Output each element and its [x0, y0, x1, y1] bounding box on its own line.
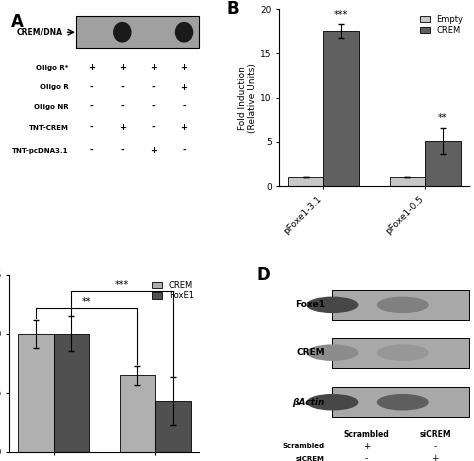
Text: -: -: [151, 83, 155, 92]
Bar: [332, 290, 469, 320]
Text: -: -: [120, 83, 124, 92]
Text: +: +: [88, 63, 95, 72]
Bar: [390, 177, 425, 186]
Text: +: +: [181, 124, 188, 132]
Text: **: **: [82, 296, 91, 307]
Text: Oligo R: Oligo R: [40, 84, 68, 90]
Text: -: -: [151, 124, 155, 132]
Bar: [332, 387, 469, 417]
Ellipse shape: [307, 296, 358, 313]
Text: ***: ***: [334, 10, 348, 20]
Text: siCREM: siCREM: [296, 456, 325, 461]
Text: -: -: [90, 146, 93, 155]
Y-axis label: Fold Induction
(Relative Units): Fold Induction (Relative Units): [238, 63, 257, 133]
Text: +: +: [150, 63, 157, 72]
Text: +: +: [119, 124, 126, 132]
Text: Oligo NR: Oligo NR: [34, 104, 68, 110]
Text: +: +: [150, 146, 157, 155]
Text: +: +: [363, 442, 370, 451]
Bar: [288, 177, 323, 186]
Text: -: -: [182, 146, 186, 155]
Text: +: +: [181, 63, 188, 72]
Text: A: A: [11, 13, 24, 31]
Ellipse shape: [377, 296, 429, 313]
Ellipse shape: [377, 344, 429, 361]
Ellipse shape: [377, 394, 429, 410]
Bar: [425, 141, 461, 186]
Ellipse shape: [175, 22, 193, 42]
Text: CREM: CREM: [296, 348, 325, 357]
Text: -: -: [182, 102, 186, 111]
Legend: Empty, CREM: Empty, CREM: [418, 13, 465, 36]
Ellipse shape: [113, 22, 132, 42]
Text: +: +: [431, 455, 439, 461]
Bar: [155, 401, 191, 452]
Text: Scrambled: Scrambled: [344, 430, 390, 438]
Bar: [120, 375, 155, 452]
Text: TNT-pcDNA3.1: TNT-pcDNA3.1: [12, 148, 68, 154]
Text: -: -: [151, 102, 155, 111]
Bar: [332, 337, 469, 368]
Text: Scrambled: Scrambled: [283, 443, 325, 449]
Ellipse shape: [307, 344, 358, 361]
Bar: [76, 16, 200, 48]
Text: +: +: [181, 83, 188, 92]
Text: ***: ***: [115, 280, 129, 290]
Legend: CREM, FoxE1: CREM, FoxE1: [150, 279, 195, 302]
Text: CREM/DNA: CREM/DNA: [17, 28, 63, 37]
Ellipse shape: [307, 394, 358, 410]
Text: TNT-CREM: TNT-CREM: [28, 125, 68, 131]
Bar: [18, 334, 54, 452]
Text: -: -: [120, 146, 124, 155]
Text: -: -: [433, 442, 437, 451]
Text: -: -: [365, 455, 368, 461]
Text: Oligo R*: Oligo R*: [36, 65, 68, 71]
Text: -: -: [90, 102, 93, 111]
Bar: [54, 334, 89, 452]
Text: siCREM: siCREM: [419, 430, 451, 438]
Text: **: **: [438, 113, 447, 124]
Text: -: -: [120, 102, 124, 111]
Text: -: -: [90, 124, 93, 132]
Bar: [323, 31, 359, 186]
Text: -: -: [90, 83, 93, 92]
Text: D: D: [256, 266, 270, 284]
Text: +: +: [119, 63, 126, 72]
Text: Foxe1: Foxe1: [295, 301, 325, 309]
Text: βActin: βActin: [292, 398, 325, 407]
Text: B: B: [226, 0, 239, 18]
